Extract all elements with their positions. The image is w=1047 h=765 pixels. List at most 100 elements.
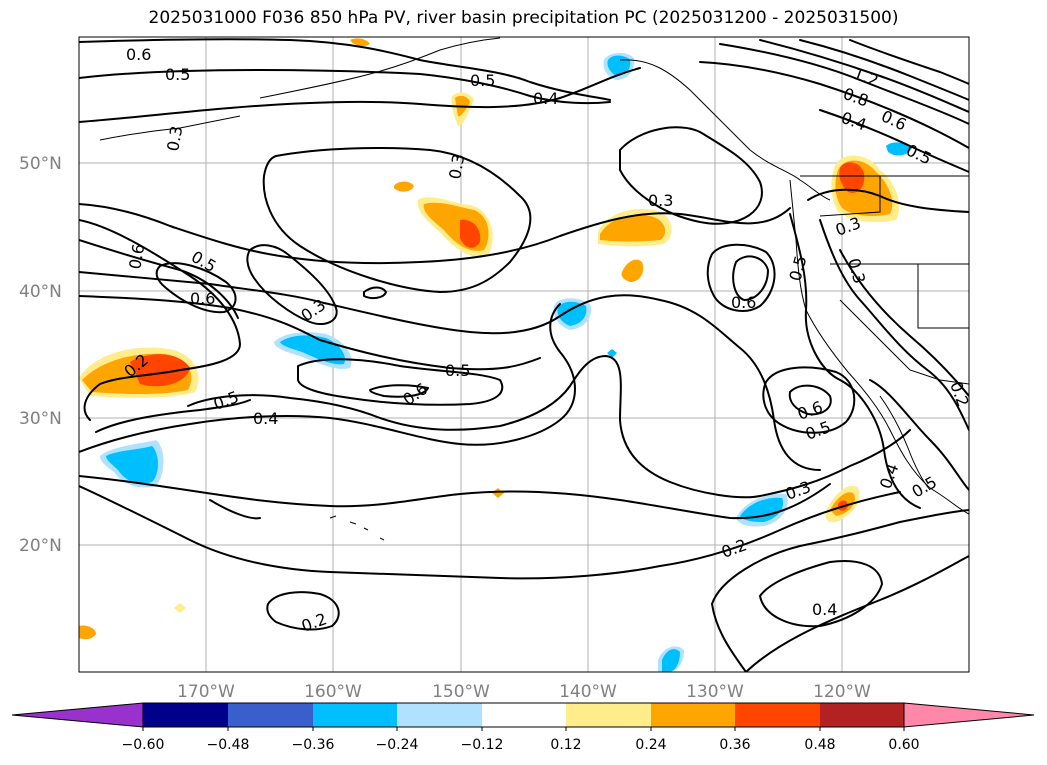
lat-label-30n: 30°N	[19, 409, 62, 429]
graticule	[79, 37, 969, 672]
precip-positive-blob	[79, 625, 96, 640]
colorbar: −0.60 −0.48 −0.36 −0.24 −0.12 0.12 0.24 …	[11, 702, 1035, 753]
pv-contour	[79, 67, 641, 123]
pv-contour	[745, 555, 969, 672]
colorbar-tick-label: −0.24	[376, 737, 419, 753]
pv-contour	[262, 147, 532, 293]
pv-contour	[699, 61, 969, 149]
colorbar-tick-label: −0.36	[292, 737, 335, 753]
lon-label-170w: 170°W	[177, 682, 235, 702]
contour-label: 0.4	[253, 409, 278, 428]
pv-contour	[762, 366, 856, 434]
lon-label-130w: 130°W	[686, 682, 744, 702]
pv-contour	[187, 355, 911, 499]
contour-label: 0.4	[812, 600, 837, 619]
coastlines	[99, 37, 969, 541]
alaska-coast	[259, 37, 501, 99]
precip-positive-blob	[621, 259, 644, 282]
state-border	[839, 299, 969, 385]
pv-contour	[266, 591, 340, 631]
contour-label: 0.3	[163, 124, 186, 152]
pv-contour	[839, 249, 969, 397]
pv-contour	[79, 203, 791, 265]
pacific-coast	[789, 179, 969, 515]
alaska-panhandle	[619, 59, 831, 201]
map-background	[79, 37, 969, 672]
pv-contour	[759, 560, 883, 628]
colorbar-segment	[482, 703, 566, 727]
pv-contour	[79, 475, 831, 520]
state-border	[819, 176, 881, 217]
precip-negative-blob	[662, 649, 680, 672]
pv-contour	[79, 303, 576, 453]
colorbar-tick-label: −0.12	[461, 737, 504, 753]
colorbar-tick-label: 0.48	[804, 737, 835, 753]
longitude-labels: 170°W 160°W 150°W 140°W 130°W 120°W	[177, 682, 871, 702]
pv-contour	[95, 399, 251, 433]
latitude-labels: 50°N 40°N 30°N 20°N	[19, 154, 62, 556]
colorbar-segment	[651, 703, 735, 727]
contour-label: 0.5	[165, 65, 190, 84]
colorbar-segment	[820, 703, 904, 727]
precip-positive-blob	[350, 38, 370, 47]
colorbar-segment	[735, 703, 820, 727]
precip-positive-blob	[174, 603, 186, 613]
colorbar-tick-label: 0.60	[888, 737, 919, 753]
lat-label-50n: 50°N	[19, 154, 62, 174]
precip-anomalies	[79, 38, 912, 672]
pv-contour	[711, 509, 969, 605]
precip-positive-blob	[839, 162, 865, 193]
precip-negative-blob	[607, 349, 617, 358]
pv-contour	[297, 358, 504, 406]
pv-contour	[155, 262, 237, 314]
precip-negative-blob	[740, 497, 784, 522]
state-border	[917, 264, 969, 329]
colorbar-segment	[313, 703, 397, 727]
pv-contour	[849, 39, 969, 85]
pv-contour	[363, 286, 387, 300]
pv-contour	[79, 38, 611, 101]
lon-label-150w: 150°W	[432, 682, 490, 702]
precip-positive-blob	[460, 219, 481, 248]
pv-contour	[79, 219, 241, 421]
lon-label-140w: 140°W	[559, 682, 617, 702]
pv-contour	[79, 295, 541, 371]
map-title: 2025031000 F036 850 hPa PV, river basin …	[148, 8, 899, 28]
colorbar-segment	[143, 703, 228, 727]
pv-contour	[711, 603, 747, 672]
contour-label: 0.5	[445, 361, 470, 380]
pv-contour	[719, 43, 969, 125]
pv-contour	[209, 499, 261, 520]
pv-contours	[79, 38, 969, 672]
pv-contour	[79, 239, 239, 319]
contour-label: 0.6	[731, 293, 756, 312]
colorbar-tick-label: 0.24	[635, 737, 666, 753]
colorbar-min-extension	[11, 702, 144, 728]
pv-contour	[79, 69, 611, 105]
colorbar-segment	[397, 703, 482, 727]
precip-negative-blob	[557, 301, 587, 326]
pv-contour	[369, 384, 429, 398]
colorbar-tick-label: 0.36	[719, 737, 750, 753]
aleutian-islands	[99, 115, 241, 141]
contour-label: 0.6	[190, 289, 215, 308]
lon-label-120w: 120°W	[813, 682, 871, 702]
precip-positive-blob	[492, 488, 504, 498]
lat-label-40n: 40°N	[19, 282, 62, 302]
hawaii-islands	[329, 515, 385, 541]
pv-contour	[732, 255, 769, 301]
precip-positive-blob	[130, 354, 190, 387]
precip-negative-blob	[886, 142, 912, 156]
contour-label: 0.5	[470, 71, 495, 90]
colorbar-tick-label: 0.12	[550, 737, 581, 753]
pv-contour	[789, 213, 921, 509]
pv-contour	[759, 39, 969, 113]
pv-contour	[799, 39, 969, 101]
precip-negative-blob	[106, 446, 158, 484]
pv-contour	[79, 485, 901, 580]
precip-negative-blob	[607, 55, 631, 76]
precip-positive-blob	[600, 214, 666, 242]
colorbar-tick-label: −0.48	[207, 737, 250, 753]
colorbar-max-extension	[903, 702, 1035, 728]
map-frame	[78, 36, 970, 673]
